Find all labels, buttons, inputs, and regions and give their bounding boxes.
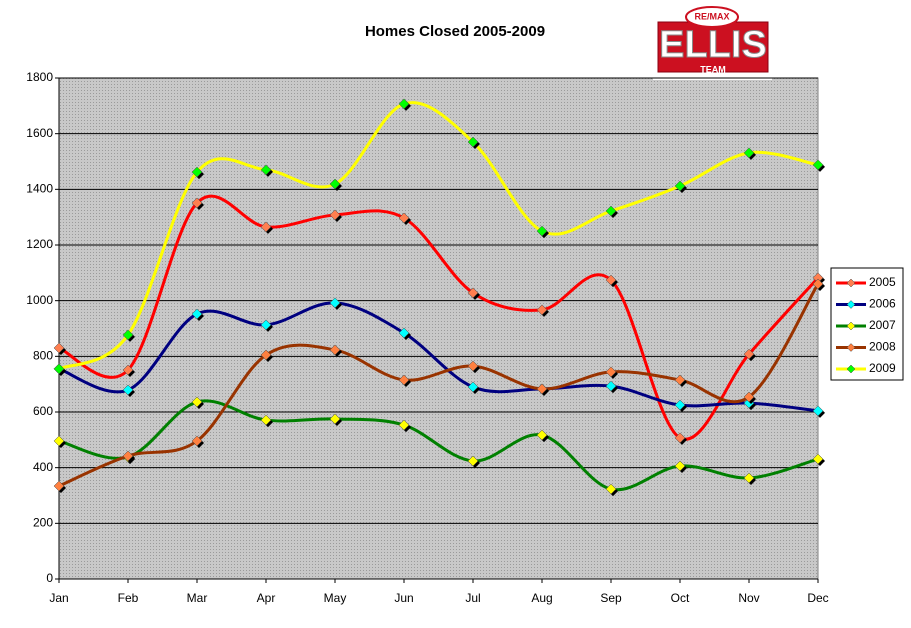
logo-name: ELLIS xyxy=(659,24,767,66)
marker xyxy=(260,349,272,361)
x-tick-label: Nov xyxy=(738,591,759,605)
marker xyxy=(605,274,617,286)
y-tick-label: 1800 xyxy=(26,70,53,84)
logo: RE/MAX ELLIS TEAM xyxy=(653,6,772,80)
legend-label: 2006 xyxy=(869,297,896,311)
x-tick-label: Jul xyxy=(465,591,480,605)
marker xyxy=(605,366,617,378)
marker xyxy=(122,364,134,376)
legend-marker xyxy=(846,278,856,288)
marker xyxy=(467,360,479,372)
legend-label: 2009 xyxy=(869,361,896,375)
x-tick-label: Oct xyxy=(671,591,690,605)
marker xyxy=(398,212,410,224)
x-tick-label: Dec xyxy=(807,591,828,605)
marker xyxy=(191,396,203,408)
x-tick-label: Jan xyxy=(49,591,68,605)
legend-marker xyxy=(846,343,856,352)
marker xyxy=(536,383,548,395)
marker xyxy=(605,483,617,495)
x-tick-label: Mar xyxy=(187,591,208,605)
marker xyxy=(536,304,548,316)
marker xyxy=(329,178,341,190)
legend-label: 2007 xyxy=(869,318,896,332)
marker xyxy=(536,225,548,237)
marker xyxy=(398,98,410,110)
marker xyxy=(191,308,203,320)
marker xyxy=(467,455,479,467)
series-line xyxy=(58,194,820,441)
marker xyxy=(53,342,65,354)
logo-team: TEAM xyxy=(700,64,726,74)
legend-marker xyxy=(846,364,856,374)
x-tick-label: Feb xyxy=(118,591,139,605)
marker xyxy=(743,391,755,403)
x-tick-label: Aug xyxy=(531,591,552,605)
legend-marker xyxy=(846,321,856,331)
logo-brand: RE/MAX xyxy=(694,11,729,21)
marker xyxy=(743,348,755,360)
marker xyxy=(812,159,824,171)
marker xyxy=(122,329,134,341)
logo-box xyxy=(657,21,769,73)
marker xyxy=(122,450,134,462)
y-tick-label: 1200 xyxy=(26,237,53,251)
marker xyxy=(812,453,824,465)
marker xyxy=(398,374,410,386)
plot-area xyxy=(58,77,819,580)
marker xyxy=(191,197,203,209)
y-tick-label: 400 xyxy=(33,460,53,474)
marker xyxy=(812,405,824,417)
x-tick-label: Sep xyxy=(600,591,622,605)
legend xyxy=(830,267,904,381)
x-tick-label: May xyxy=(324,591,347,605)
y-tick-label: 1600 xyxy=(26,126,53,140)
marker xyxy=(605,380,617,392)
marker xyxy=(674,180,686,192)
marker xyxy=(329,297,341,309)
marker xyxy=(674,374,686,386)
x-tick-label: Jun xyxy=(394,591,413,605)
y-tick-label: 0 xyxy=(46,571,53,585)
marker xyxy=(743,147,755,159)
marker xyxy=(329,413,341,425)
marker xyxy=(812,278,824,290)
y-tick-label: 1400 xyxy=(26,182,53,196)
marker xyxy=(53,435,65,447)
logo-badge xyxy=(685,6,739,28)
marker xyxy=(260,221,272,233)
marker xyxy=(674,399,686,411)
marker xyxy=(260,319,272,331)
marker xyxy=(53,363,65,375)
marker xyxy=(467,136,479,148)
marker xyxy=(398,327,410,339)
marker xyxy=(743,472,755,484)
y-tick-label: 600 xyxy=(33,404,53,418)
x-tick-label: Apr xyxy=(257,591,276,605)
marker xyxy=(53,480,65,492)
y-tick-label: 200 xyxy=(33,516,53,530)
marker xyxy=(329,344,341,356)
marker xyxy=(329,209,341,221)
y-tick-label: 1000 xyxy=(26,293,53,307)
marker xyxy=(536,429,548,441)
marker xyxy=(191,166,203,178)
marker xyxy=(674,432,686,444)
marker xyxy=(398,419,410,431)
marker xyxy=(122,384,134,396)
marker xyxy=(260,414,272,426)
marker xyxy=(674,460,686,472)
marker xyxy=(605,205,617,217)
legend-marker xyxy=(846,300,856,309)
marker xyxy=(467,381,479,393)
chart-title: Homes Closed 2005-2009 xyxy=(365,23,545,40)
legend-label: 2008 xyxy=(869,340,896,354)
legend-label: 2005 xyxy=(869,275,896,289)
marker xyxy=(191,435,203,447)
marker xyxy=(467,287,479,299)
marker xyxy=(260,164,272,176)
y-tick-label: 800 xyxy=(33,349,53,363)
